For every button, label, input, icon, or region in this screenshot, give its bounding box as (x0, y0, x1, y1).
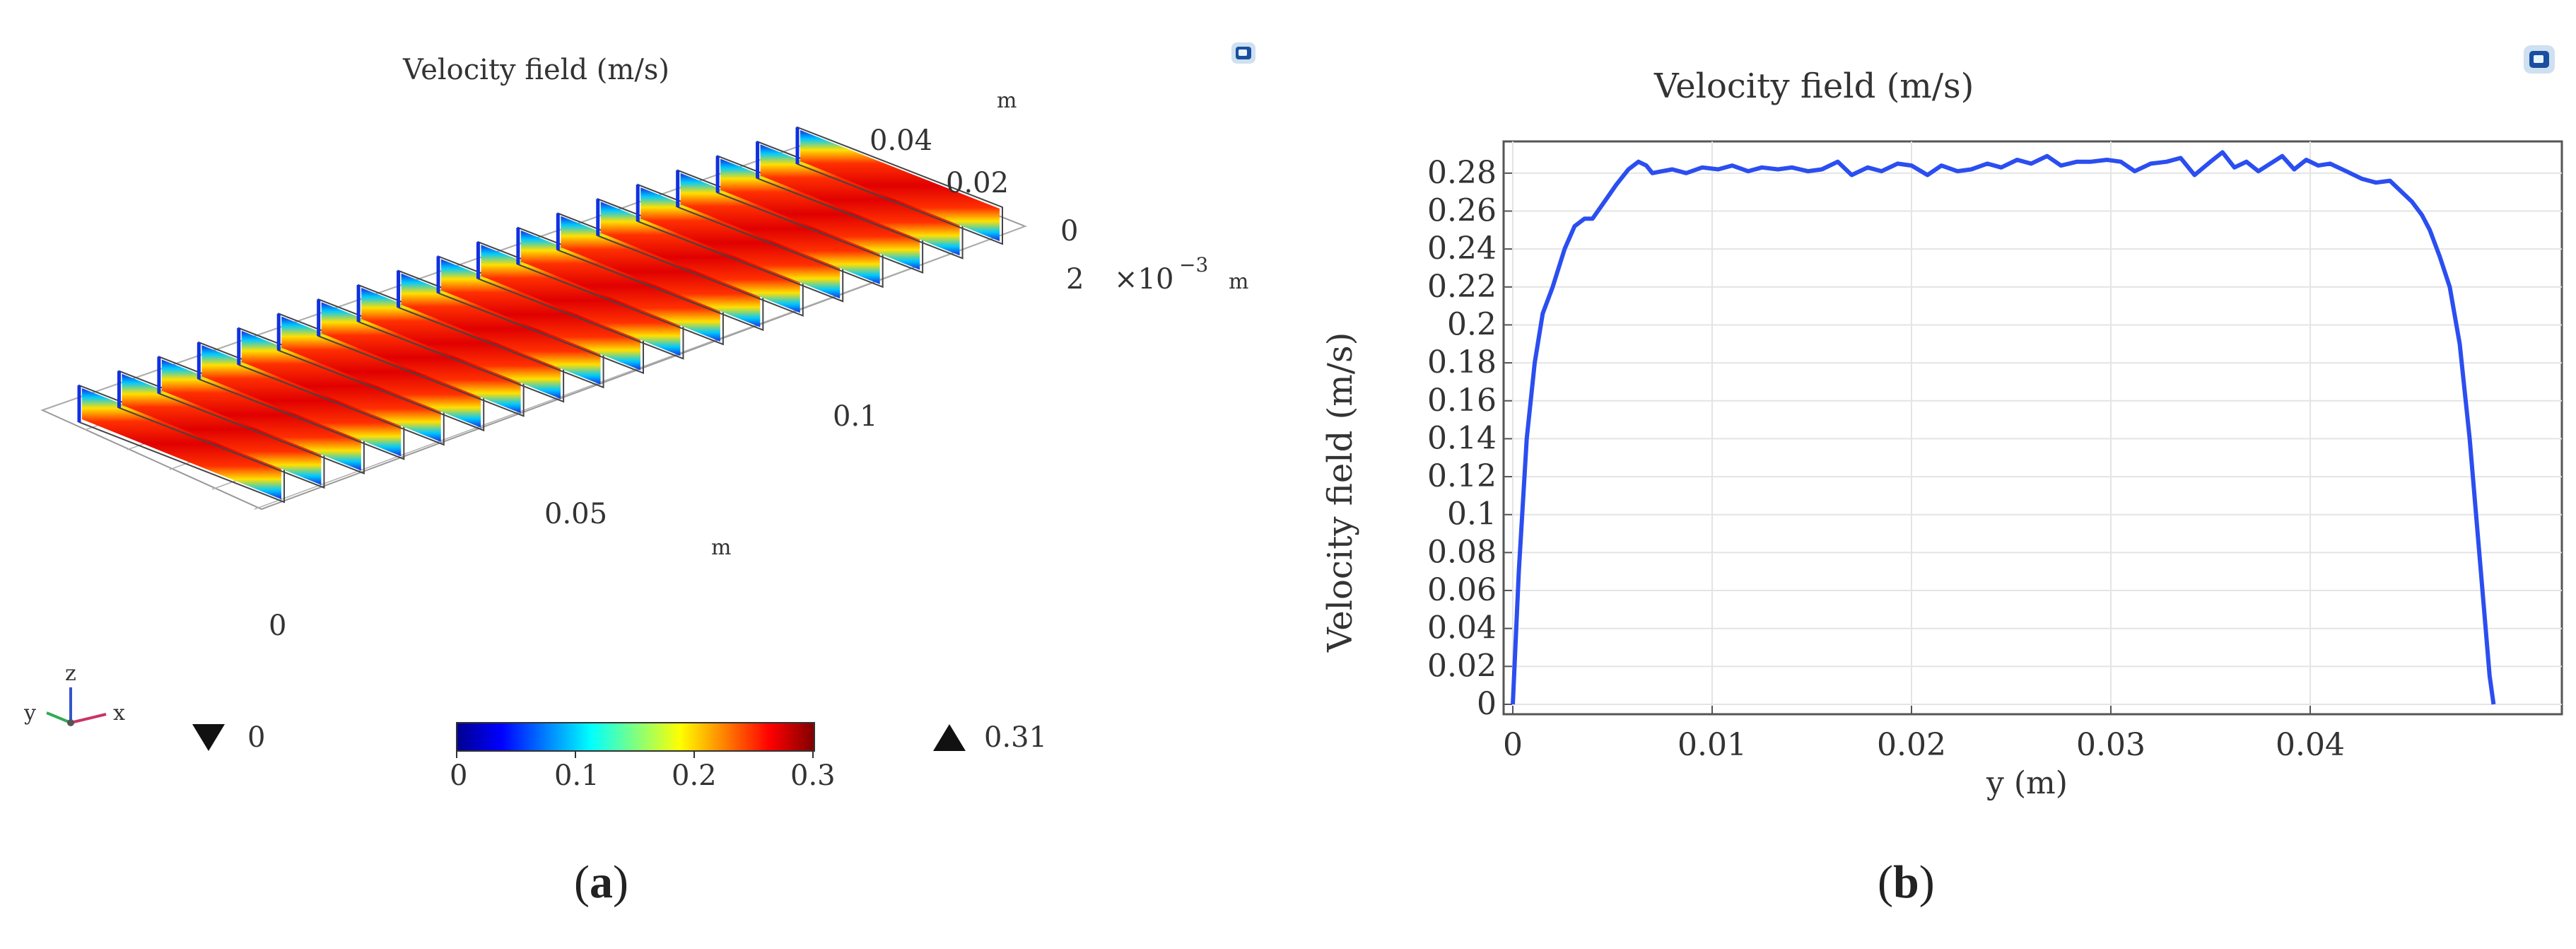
panel-a-3d-plot: Velocity field (m/s) m 0.04 0.02 0 2 ×10… (23, 42, 1255, 792)
velocity-slice (161, 359, 361, 471)
colorbar-ticks (456, 751, 814, 758)
colorbar-tick-0.1: 0.1 (554, 759, 599, 792)
velocity-slice (122, 373, 322, 485)
y-tick-label: 0.06 (1427, 572, 1497, 608)
x-tick-labels: 0 0.01 0.02 0.03 0.04 (1503, 727, 2345, 763)
y-tick-label: 0.26 (1427, 192, 1497, 228)
x-axis-unit: m (711, 535, 731, 560)
x-tick-label-0: 0 (269, 610, 286, 642)
y-tick-label: 0.2 (1447, 306, 1497, 342)
triad-x-label: x (113, 701, 125, 726)
app-logo-icon-a (1231, 42, 1255, 64)
y-tick-label: 0.04 (1427, 610, 1497, 646)
z-exponent: −3 (1179, 253, 1208, 276)
y-tick-label: 0.24 (1427, 231, 1497, 267)
y-tick-label: 0.12 (1427, 458, 1497, 494)
velocity-slice (600, 202, 800, 313)
y-axis-label: Velocity field (m/s) (1321, 332, 1360, 653)
y-tick-label: 0.14 (1427, 420, 1497, 456)
y-tick-label: 0.22 (1427, 269, 1497, 305)
caption-a-letter: a (589, 856, 613, 908)
y-tick-label-0: 0 (1060, 215, 1078, 248)
triad-y-label: y (23, 701, 36, 726)
y-tick-label: 0 (1477, 686, 1497, 722)
y-tick-label-0.02: 0.02 (946, 167, 1009, 199)
velocity-slice (361, 288, 561, 400)
velocity-slice (520, 230, 720, 342)
x-tick-label: 0.03 (2076, 727, 2145, 763)
y-tick-label: 0.18 (1427, 344, 1497, 380)
y-axis-unit: m (997, 88, 1017, 113)
y-tick-label-0.04: 0.04 (870, 124, 932, 157)
colorbar-tick-0: 0 (450, 759, 467, 792)
triad-z-label: z (65, 661, 76, 686)
velocity-slice (241, 330, 441, 442)
y-tick-label: 0.1 (1447, 496, 1497, 532)
caption-b-letter: b (1892, 856, 1919, 908)
velocity-slice (720, 158, 920, 270)
velocity-slice (680, 173, 880, 284)
velocity-slice (760, 144, 960, 256)
min-marker-icon (192, 724, 225, 751)
chart-title: Velocity field (m/s) (1653, 66, 1974, 106)
velocity-slice (82, 388, 281, 499)
velocity-slice (800, 130, 1000, 241)
max-marker-icon (933, 724, 966, 751)
velocity-slices (40, 126, 1027, 511)
z-unit: m (1229, 269, 1248, 294)
velocity-slice (441, 259, 640, 371)
y-tick-label: 0.02 (1427, 648, 1497, 684)
colorbar-tick-0.2: 0.2 (672, 759, 717, 792)
velocity-slice (201, 345, 402, 457)
caption-a: (a) (574, 856, 628, 908)
x-tick-label: 0 (1503, 727, 1523, 763)
x-tick-label: 0.04 (2276, 727, 2345, 763)
y-tick-label: 0.16 (1427, 383, 1497, 419)
z-tick-label: 2 (1066, 263, 1084, 296)
velocity-slice (561, 216, 761, 327)
z-exponent-prefix: ×10 (1114, 263, 1173, 296)
min-value-label: 0 (247, 721, 265, 754)
velocity-series-line (1511, 150, 2496, 705)
y-tick-labels: 00.020.040.060.080.10.120.140.160.180.20… (1427, 155, 1497, 722)
axis-triad: z y x (23, 661, 125, 726)
x-tick-label: 0.02 (1877, 727, 1946, 763)
velocity-slice (281, 316, 481, 428)
velocity-slice (321, 302, 521, 414)
app-logo-icon-b (2524, 45, 2555, 74)
grid-lines (1504, 141, 2562, 714)
y-tick-label: 0.08 (1427, 534, 1497, 570)
x-tick-label-0.1: 0.1 (833, 400, 878, 433)
panel-a-title: Velocity field (m/s) (402, 54, 669, 86)
colorbar (456, 722, 815, 752)
velocity-slice (481, 245, 681, 356)
max-value-label: 0.31 (984, 721, 1047, 754)
x-axis-label: y (m) (1986, 765, 2068, 801)
plot-frame (1502, 140, 2563, 716)
caption-b: (b) (1878, 856, 1935, 908)
y-tick-label: 0.28 (1427, 155, 1497, 191)
colorbar-tick-0.3: 0.3 (790, 759, 836, 792)
axis-ticks (1504, 172, 2311, 714)
panel-b-line-chart: Velocity field (m/s) 00.020.040.060.080.… (1321, 45, 2563, 801)
x-tick-label-0.05: 0.05 (544, 498, 607, 530)
velocity-slice (401, 273, 601, 385)
velocity-slice (640, 187, 841, 299)
x-tick-label: 0.01 (1678, 727, 1747, 763)
